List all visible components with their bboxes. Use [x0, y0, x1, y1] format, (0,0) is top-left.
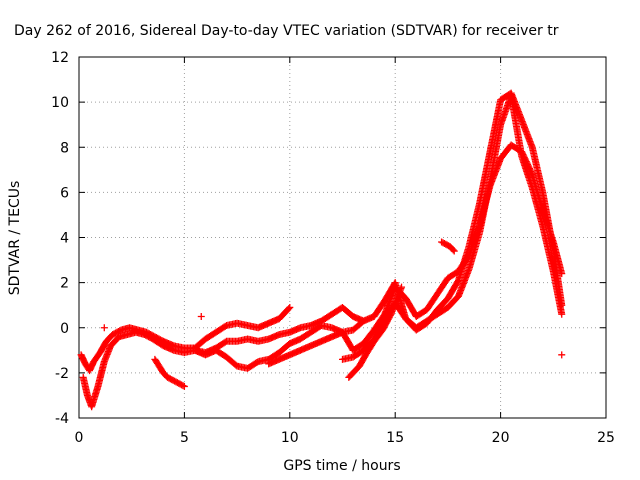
x-tick-label: 5	[180, 430, 189, 446]
y-tick-label: -2	[55, 366, 69, 382]
data-point	[558, 310, 566, 318]
y-tick-label: 0	[60, 321, 69, 337]
x-tick-label: 15	[386, 430, 404, 446]
y-tick-label: 4	[60, 231, 69, 247]
x-axis-label: GPS time / hours	[283, 458, 400, 474]
y-axis-label: SDTVAR / TECUs	[7, 181, 23, 296]
x-tick-label: 10	[281, 430, 299, 446]
y-tick-label: 6	[60, 185, 69, 201]
x-tick-label: 25	[597, 430, 615, 446]
y-tick-label: 10	[51, 95, 69, 111]
data-point	[197, 312, 205, 320]
y-tick-label: 12	[51, 50, 69, 66]
series-track-e	[339, 91, 566, 363]
y-tick-label: -4	[55, 411, 69, 427]
data-point	[558, 351, 566, 359]
series-track-b	[79, 303, 368, 411]
data-point	[180, 382, 188, 390]
chart-title: Day 262 of 2016, Sidereal Day-to-day VTE…	[14, 23, 559, 39]
series-outliers	[100, 312, 566, 359]
data-point	[450, 247, 458, 255]
series-track-g	[151, 355, 188, 390]
data-point	[100, 324, 108, 332]
data-point	[398, 283, 406, 291]
series-track-f	[345, 283, 406, 381]
data-point	[449, 246, 457, 254]
x-tick-label: 0	[75, 430, 84, 446]
series-track-h	[438, 238, 458, 255]
data-point	[558, 270, 566, 278]
series-track-a	[77, 303, 294, 375]
data-points	[77, 89, 566, 411]
axis-ticks: 0 5 10 15 20 25 -4 -2 0 2 4 6 8 10 12	[51, 50, 615, 446]
data-point	[179, 382, 187, 390]
y-tick-label: 2	[60, 276, 69, 292]
x-tick-label: 20	[492, 430, 510, 446]
data-point	[285, 305, 293, 313]
y-tick-label: 8	[60, 140, 69, 156]
data-point	[286, 303, 294, 311]
